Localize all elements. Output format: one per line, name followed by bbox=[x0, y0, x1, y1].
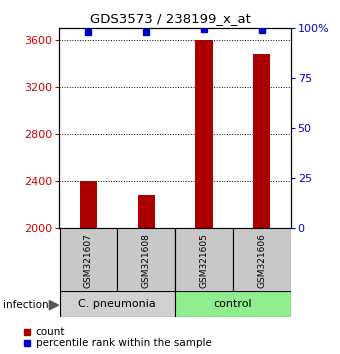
Text: count: count bbox=[36, 327, 65, 337]
Text: control: control bbox=[214, 299, 252, 309]
Text: percentile rank within the sample: percentile rank within the sample bbox=[36, 338, 211, 348]
Text: GSM321605: GSM321605 bbox=[200, 233, 208, 288]
Bar bbox=[233, 228, 291, 292]
Bar bbox=[80, 181, 97, 228]
Text: GSM321606: GSM321606 bbox=[257, 233, 266, 288]
Text: C. pneumonia: C. pneumonia bbox=[79, 299, 156, 309]
Bar bbox=[137, 195, 155, 228]
Text: infection: infection bbox=[3, 300, 49, 310]
Polygon shape bbox=[49, 301, 58, 310]
Text: GDS3573 / 238199_x_at: GDS3573 / 238199_x_at bbox=[89, 12, 251, 25]
Bar bbox=[59, 228, 117, 292]
Bar bbox=[59, 291, 175, 317]
Bar bbox=[175, 291, 291, 317]
Text: GSM321608: GSM321608 bbox=[142, 233, 151, 288]
Text: GSM321607: GSM321607 bbox=[84, 233, 93, 288]
Bar bbox=[195, 40, 212, 228]
Bar bbox=[253, 54, 270, 228]
Bar bbox=[175, 228, 233, 292]
Bar bbox=[117, 228, 175, 292]
